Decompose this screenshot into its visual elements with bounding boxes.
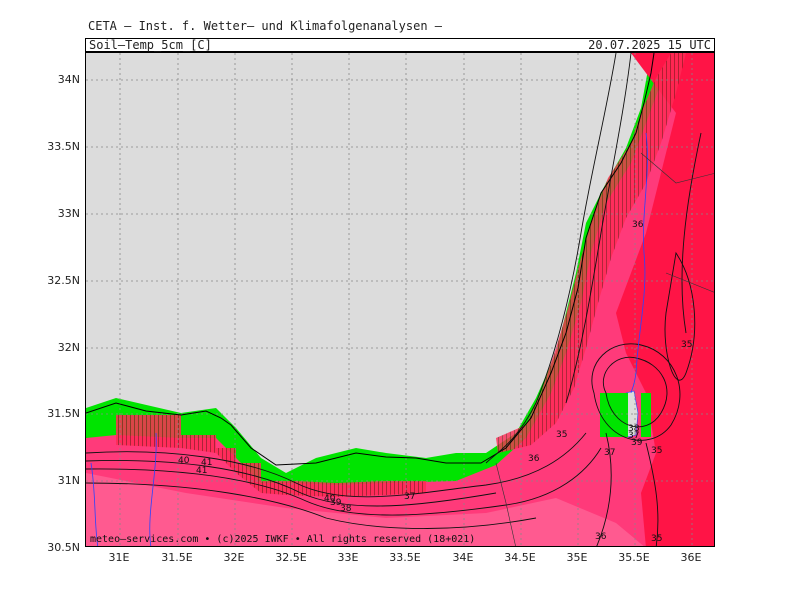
coastline [86, 53, 655, 466]
lon-label-34e: 34E [452, 551, 474, 564]
contour-label: 38 [628, 424, 640, 434]
map-panel[interactable]: 41 40 39 38 37 36 35 36 37 35 35 35 36 3… [85, 52, 715, 547]
lat-label-34n: 34N [57, 73, 80, 86]
lon-label-33e: 33E [337, 551, 359, 564]
very-hot-area [616, 53, 714, 546]
contour-label: 35 [681, 340, 692, 350]
border-line [495, 152, 714, 546]
contour-label: 41 [196, 466, 207, 476]
southern-band [86, 473, 644, 546]
lon-label-34-5e: 34.5E [504, 551, 536, 564]
contour-label: 35 [651, 534, 662, 544]
isotherms [86, 53, 702, 546]
contour-label: 37 [404, 492, 415, 502]
lat-label-33-5n: 33.5N [47, 140, 80, 153]
header-line: CETA – Inst. f. Wetter– und Klimafolgena… [88, 19, 443, 33]
contour-label: 41 [201, 458, 212, 468]
contour-label: 38 [340, 504, 352, 514]
valid-time: 20.07.2025 15 UTC [588, 38, 711, 52]
hot-land-area [86, 53, 714, 546]
lon-label-32-5e: 32.5E [275, 551, 307, 564]
lat-label-30-5n: 30.5N [47, 541, 80, 554]
lon-label-31e: 31E [108, 551, 130, 564]
nile-branch-2 [149, 432, 157, 546]
jordan-river [630, 132, 648, 394]
title-bar: Soil–Temp_5cm_[C] 20.07.2025 15 UTC [85, 38, 715, 52]
contour-label: 36 [595, 532, 607, 542]
lon-label-35-5e: 35.5E [618, 551, 650, 564]
field-name: Soil–Temp_5cm_[C] [89, 38, 212, 52]
lat-label-32-5n: 32.5N [47, 274, 80, 287]
lat-label-31n: 31N [57, 474, 80, 487]
contour-label: 36 [528, 454, 540, 464]
lat-label-33n: 33N [57, 207, 80, 220]
contour-label: 37 [628, 431, 639, 441]
contour-label: 35 [651, 446, 662, 456]
map-svg: 41 40 39 38 37 36 35 36 37 35 35 35 36 3… [86, 53, 714, 546]
lon-label-35e: 35E [566, 551, 588, 564]
lon-label-31-5e: 31.5E [161, 551, 193, 564]
contour-label: 40 [178, 456, 190, 466]
green-patch-east [641, 393, 651, 437]
lon-label-36e: 36E [680, 551, 702, 564]
lat-label-31-5n: 31.5N [47, 407, 80, 420]
lon-label-33-5e: 33.5E [389, 551, 421, 564]
contour-label: 39 [330, 498, 342, 508]
contour-label: 37 [604, 448, 615, 458]
contour-label: 36 [632, 220, 644, 230]
contour-label: 39 [631, 438, 643, 448]
nile-branch [90, 462, 99, 546]
lat-label-32n: 32N [57, 341, 80, 354]
contour-label: 40 [324, 494, 336, 504]
coast-gradient-band-east [496, 53, 686, 453]
lon-label-32e: 32E [223, 551, 245, 564]
contour-label: 35 [556, 430, 567, 440]
copyright-notice: meteo–services.com • (c)2025 IWKF • All … [90, 534, 476, 545]
green-patch-dead-sea [600, 393, 628, 437]
coast-gradient-band [116, 415, 426, 497]
